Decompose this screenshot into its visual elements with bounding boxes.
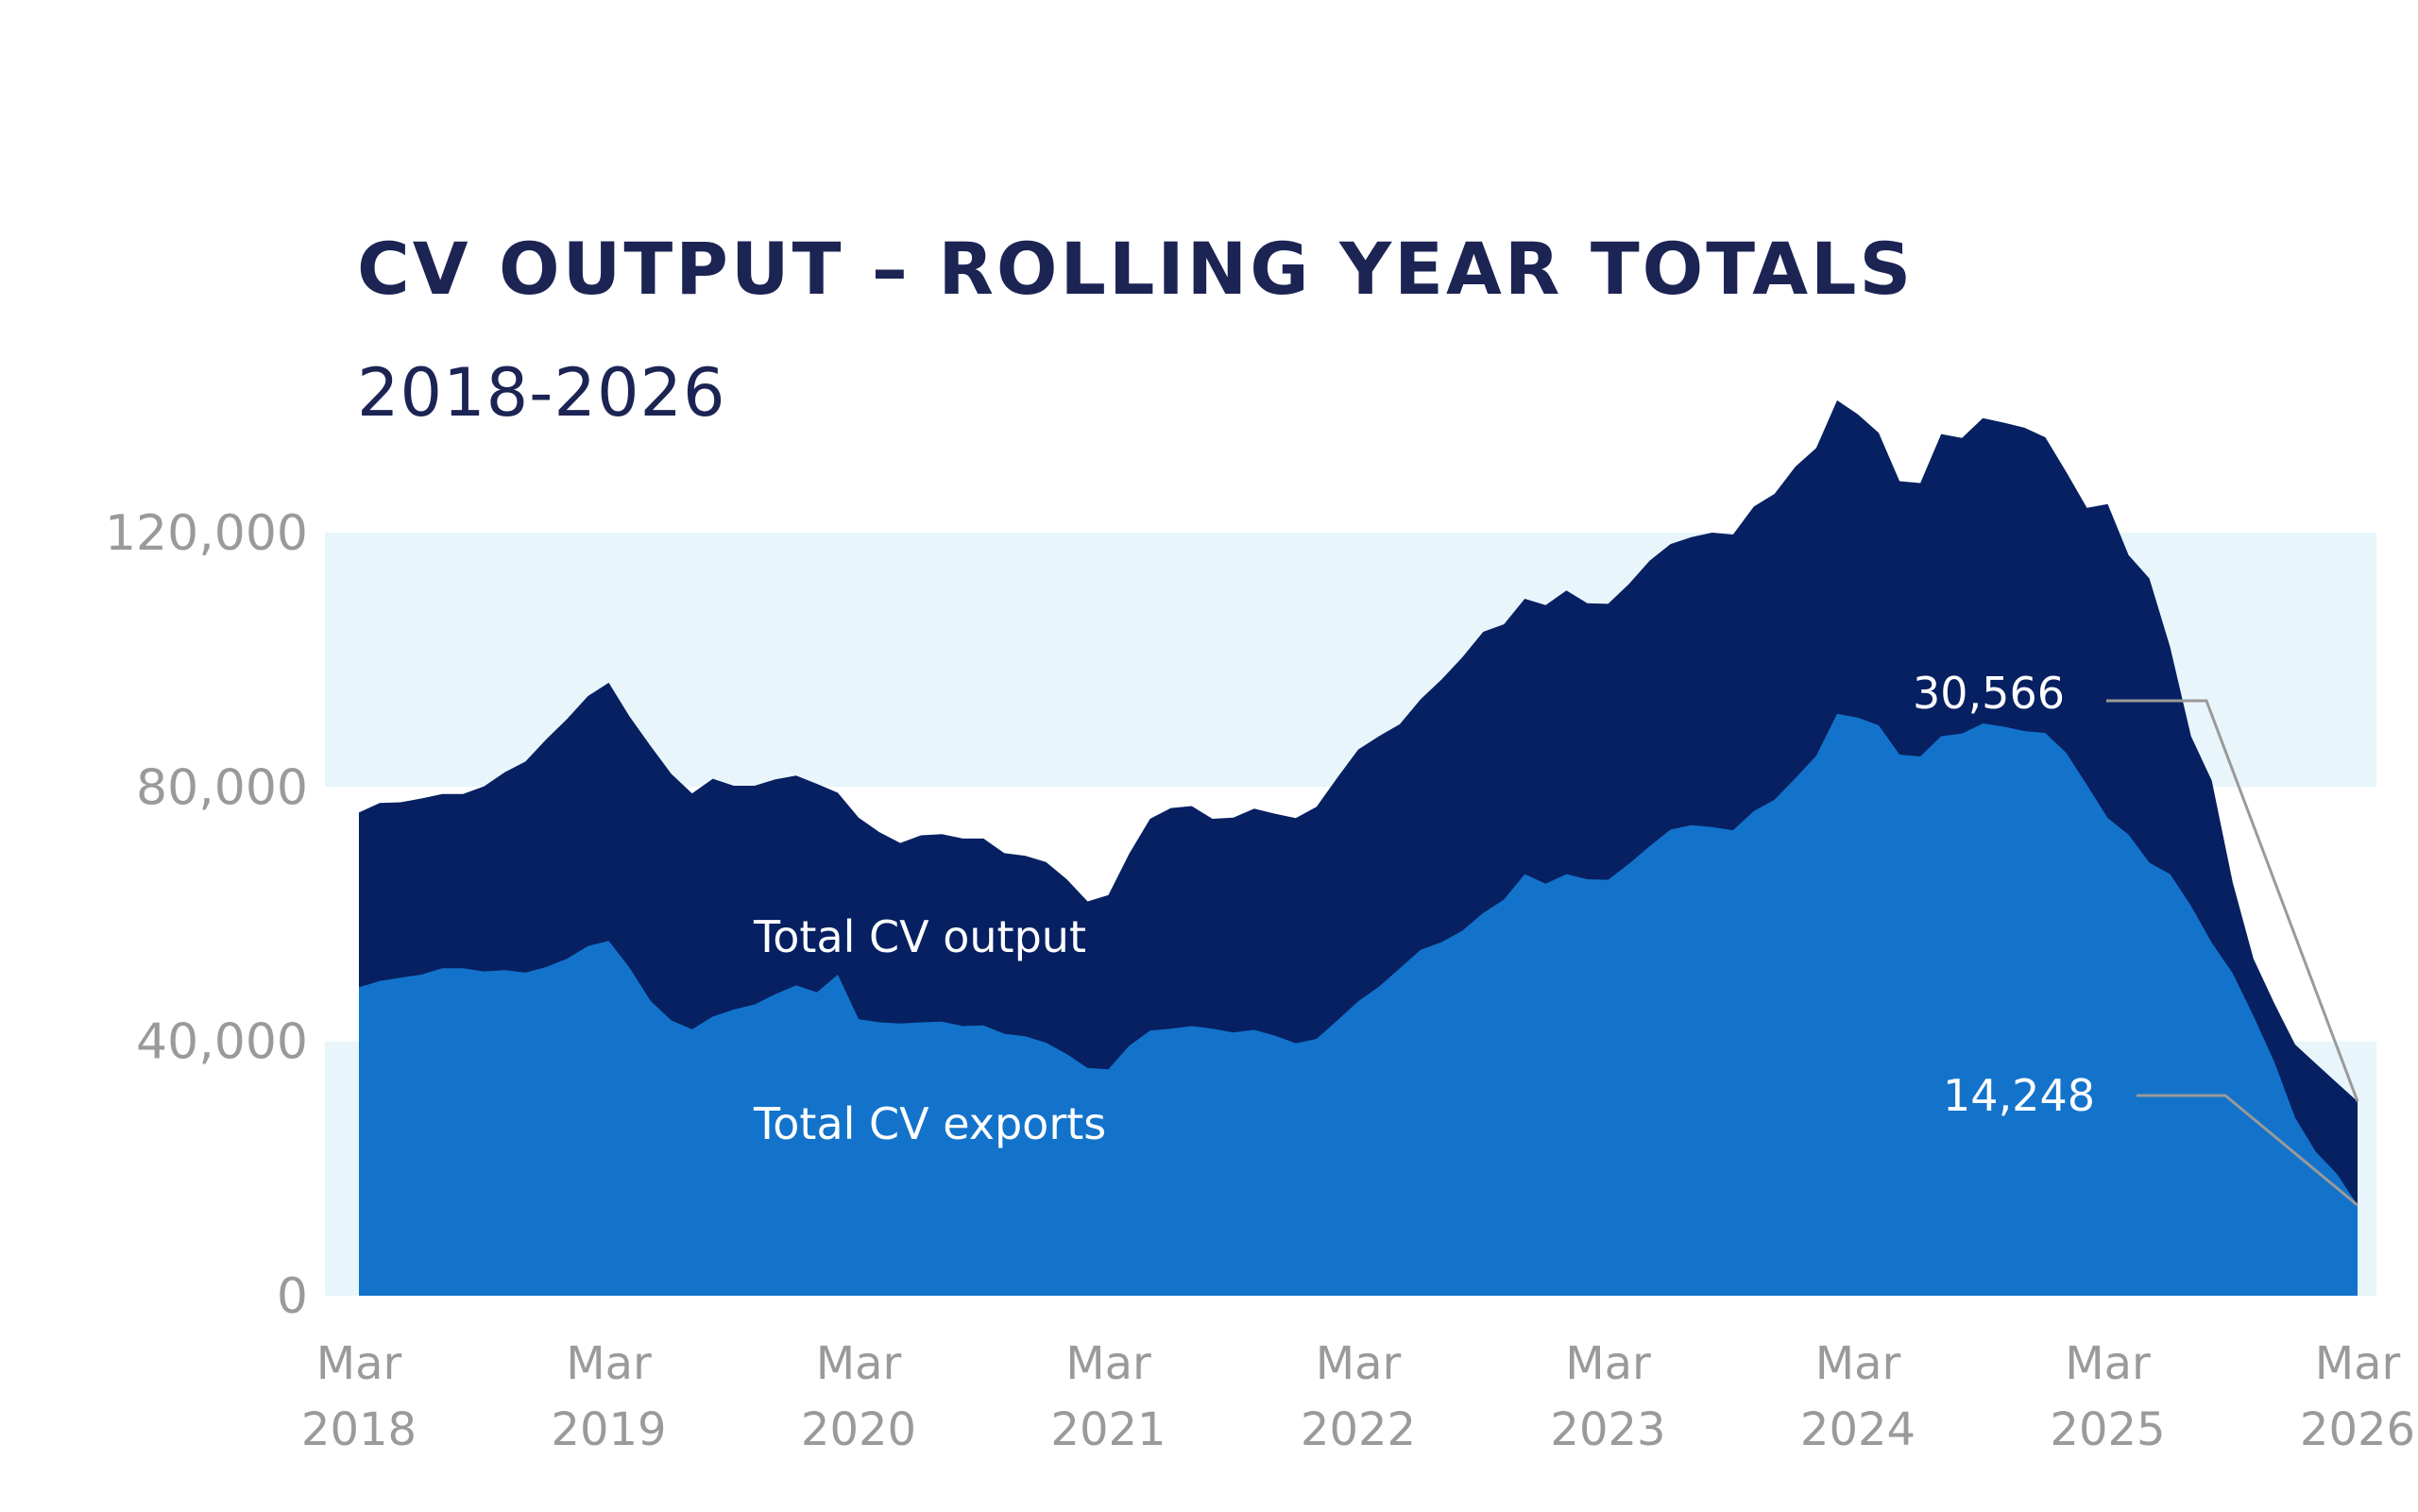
x-tick-month: Mar <box>566 1337 652 1390</box>
x-tick-year: 2023 <box>1550 1403 1665 1456</box>
end-value-annotations: 30,566 14,248 <box>1913 668 2359 1207</box>
x-tick-month: Mar <box>2065 1337 2151 1390</box>
x-tick-year: 2018 <box>301 1403 417 1456</box>
series-label-exports: Total CV exports <box>753 1098 1106 1149</box>
x-tick-month: Mar <box>2315 1337 2401 1390</box>
x-axis-ticks: Mar 2018 Mar 2019 Mar 2020 Mar 2021 Mar 2022 Mar 20… <box>301 1337 2415 1456</box>
chart-subtitle: 2018-2026 <box>357 354 726 432</box>
annotation-leader-line <box>2137 1094 2358 1207</box>
x-tick-month: Mar <box>1815 1337 1901 1390</box>
x-tick-year: 2024 <box>1800 1403 1916 1456</box>
y-axis-ticks: 0 40,000 80,000 120,000 <box>105 505 308 1325</box>
x-tick-year: 2021 <box>1050 1403 1166 1456</box>
x-tick-year: 2019 <box>551 1403 666 1456</box>
series-label-output: Total CV output <box>753 911 1086 962</box>
annotation-leader-line <box>2106 699 2359 1102</box>
x-tick-month: Mar <box>1316 1337 1402 1390</box>
y-tick-label: 120,000 <box>105 505 308 562</box>
y-tick-label: 0 <box>277 1268 308 1325</box>
y-tick-label: 80,000 <box>136 759 308 816</box>
x-tick-year: 2022 <box>1301 1403 1416 1456</box>
x-tick-year: 2020 <box>801 1403 916 1456</box>
x-tick-month: Mar <box>816 1337 902 1390</box>
annotation-value: 30,566 <box>1913 668 2065 719</box>
series-area-total-cv-exports <box>359 713 2358 1296</box>
x-tick-year: 2025 <box>2050 1403 2165 1456</box>
x-tick-year: 2026 <box>2300 1403 2415 1456</box>
area-series <box>359 399 2358 1296</box>
y-tick-label: 40,000 <box>136 1014 308 1071</box>
annotation-value: 14,248 <box>1943 1070 2095 1121</box>
x-tick-month: Mar <box>316 1337 402 1390</box>
x-tick-month: Mar <box>1565 1337 1651 1390</box>
x-tick-month: Mar <box>1065 1337 1151 1390</box>
chart-title: CV OUTPUT – ROLLING YEAR TOTALS <box>357 227 1915 311</box>
